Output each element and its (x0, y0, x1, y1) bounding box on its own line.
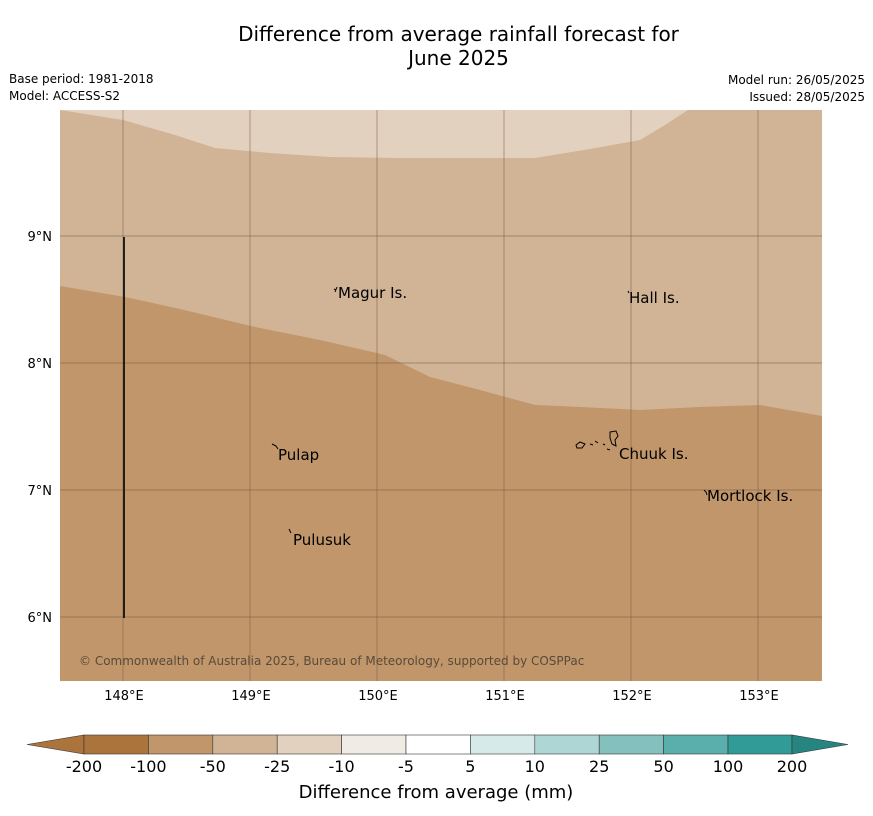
colorbar-segment-6 (405, 734, 471, 755)
colorbar-segment-10 (663, 734, 729, 755)
colorbar-label-2: -100 (130, 757, 166, 776)
colorbar-label-4: -25 (264, 757, 290, 776)
lon-tick-150: 150°E (358, 689, 398, 704)
lon-tick-151: 151°E (485, 689, 525, 704)
colorbar-label-7: 5 (465, 757, 475, 776)
gridlines (60, 110, 822, 681)
island-hall (627, 290, 630, 294)
colorbar-label-11: 100 (713, 757, 744, 776)
colorbar (26, 734, 849, 755)
island-pulap (271, 443, 279, 450)
colorbar-segment-9 (598, 734, 664, 755)
colorbar-label-8: 10 (525, 757, 545, 776)
metadata-right: Model run: 26/05/2025 Issued: 28/05/2025 (728, 72, 865, 106)
colorbar-label-9: 25 (589, 757, 609, 776)
island-pulusuk (288, 528, 292, 534)
place-label-magur: Magur Is. (338, 284, 407, 302)
map-band-medium (60, 110, 822, 416)
map-band-light (60, 110, 688, 158)
colorbar-label-10: 50 (653, 757, 673, 776)
map-title: Difference from average rainfall forecas… (0, 22, 873, 70)
place-label-pulap: Pulap (278, 446, 319, 464)
colorbar-segment-5 (341, 734, 407, 755)
colorbar-arrow-right (791, 734, 849, 755)
title-line-1: Difference from average rainfall forecas… (238, 22, 679, 46)
colorbar-segment-8 (534, 734, 600, 755)
island-mortlock (703, 489, 708, 496)
colorbar-arrow-left (26, 734, 85, 755)
colorbar-segment-3 (212, 734, 278, 755)
colorbar-label-12: 200 (777, 757, 808, 776)
issued-date: Issued: 28/05/2025 (749, 90, 865, 104)
lon-tick-148: 148°E (104, 689, 144, 704)
model-run-date: Model run: 26/05/2025 (727, 73, 865, 87)
colorbar-segment-11 (727, 734, 793, 755)
colorbar-labels: -200 -100 -50 -25 -10 -5 5 10 25 50 100 … (66, 757, 807, 776)
metadata-left: Base period: 1981-2018 Model: ACCESS-S2 (9, 71, 154, 105)
place-label-chuuk: Chuuk Is. (619, 445, 688, 463)
colorbar-label-5: -10 (329, 757, 355, 776)
colorbar-label-1: -200 (66, 757, 102, 776)
model-name: Model: ACCESS-S2 (9, 89, 121, 103)
lon-tick-153: 153°E (739, 689, 779, 704)
lat-tick-6: 6°N (28, 611, 53, 626)
copyright-notice: © Commonwealth of Australia 2025, Bureau… (79, 654, 584, 668)
lon-tick-152: 152°E (612, 689, 652, 704)
lat-tick-9: 9°N (28, 230, 53, 245)
colorbar-title: Difference from average (mm) (299, 782, 574, 803)
colorbar-segment-1 (83, 734, 149, 755)
lat-tick-8: 8°N (28, 357, 53, 372)
colorbar-segment-2 (148, 734, 214, 755)
base-period: Base period: 1981-2018 (9, 72, 154, 86)
place-label-mortlock: Mortlock Is. (707, 487, 793, 505)
colorbar-label-3: -50 (200, 757, 226, 776)
island-magur (333, 286, 338, 293)
place-label-hall: Hall Is. (629, 289, 680, 307)
colorbar-label-6: -5 (398, 757, 414, 776)
lon-tick-149: 149°E (231, 689, 271, 704)
colorbar-segment-4 (276, 734, 342, 755)
place-label-pulusuk: Pulusuk (293, 531, 351, 549)
lat-tick-7: 7°N (28, 484, 53, 499)
island-shapes (271, 286, 708, 534)
colorbar-segment-7 (470, 734, 536, 755)
title-line-2: June 2025 (408, 46, 509, 70)
island-chuuk (575, 430, 619, 451)
